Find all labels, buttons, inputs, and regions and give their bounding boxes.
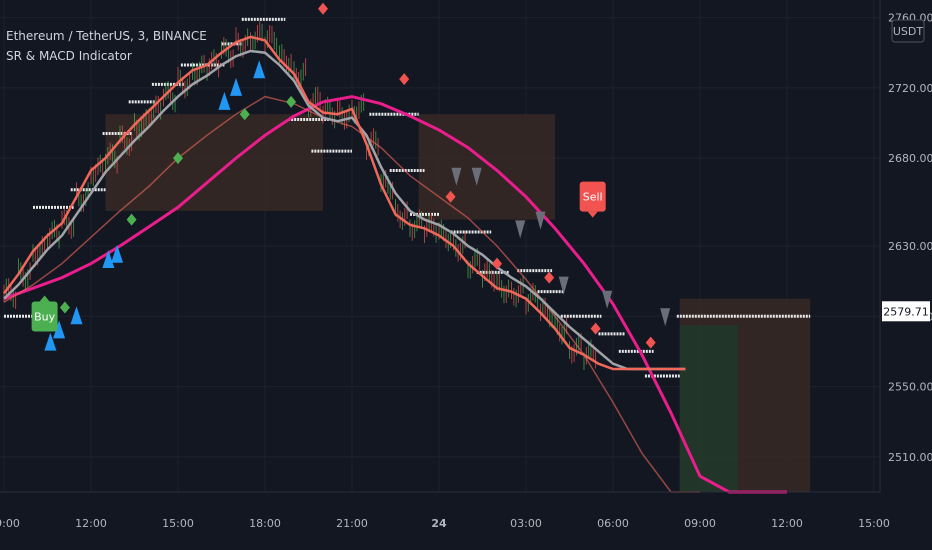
time-tick-label: 24	[431, 517, 447, 530]
currency-label: USDT	[893, 25, 924, 38]
sr-zones	[105, 114, 811, 492]
currency-badge	[891, 19, 925, 43]
triangle-down-icon	[535, 211, 546, 230]
chart-legend: Ethereum / TetherUS, 3, BINANCE SR & MAC…	[6, 26, 207, 66]
diamond-icon	[445, 190, 456, 203]
diamond-icon	[399, 73, 410, 86]
indicator-lines	[3, 35, 787, 494]
time-tick-label: 15:00	[162, 517, 194, 530]
triangle-down-icon	[660, 308, 671, 327]
triangle-up-icon	[253, 60, 266, 79]
price-axis[interactable]: 2510.002550.002590.002630.002680.002720.…	[879, 0, 932, 550]
sell-signal-box	[579, 181, 606, 212]
price-tick-label: 2630.00	[888, 240, 932, 253]
triangle-down-icon	[451, 167, 462, 186]
sr-zone	[679, 325, 738, 492]
diamond-icon	[126, 213, 137, 226]
diamond-icon	[239, 108, 250, 121]
signal-markers: Buy Sell	[31, 2, 671, 351]
price-tick-label: 2550.00	[888, 381, 932, 394]
time-tick-label: 09:00	[684, 517, 716, 530]
sell-signal-label: Sell	[583, 191, 603, 204]
price-axis-background	[880, 0, 932, 550]
time-tick-label: 21:00	[336, 517, 368, 530]
sell-signal-pointer	[587, 211, 598, 218]
time-tick-label: 06:00	[597, 517, 629, 530]
buy-signal-label: Buy	[34, 310, 56, 323]
time-axis[interactable]: 09:00 12:00 15:00 18:00 21:00 24 03:00 06:00 09:…	[0, 491, 890, 530]
diamond-icon	[544, 271, 555, 284]
triangle-down-icon	[515, 220, 526, 239]
triangle-up-icon	[218, 91, 231, 110]
buy-signal-box	[31, 301, 58, 332]
diamond-icon	[59, 301, 70, 314]
long-ma-line	[3, 95, 787, 494]
time-tick-label: 03:00	[510, 517, 542, 530]
triangle-up-icon	[111, 244, 124, 263]
last-price-tag	[882, 301, 930, 322]
price-tick-label: 2510.00	[888, 451, 932, 464]
triangle-up-icon	[44, 332, 57, 351]
price-tick-label: 2680.00	[888, 152, 932, 165]
indicator-title[interactable]: SR & MACD Indicator	[6, 49, 132, 63]
time-tick-label: 15:00	[858, 517, 890, 530]
diamond-icon	[318, 2, 328, 15]
last-price-label: 2579.71	[883, 305, 929, 318]
price-tick-label: 2720.00	[888, 82, 932, 95]
time-tick-label: 12:00	[771, 517, 803, 530]
diamond-icon	[492, 257, 502, 270]
time-tick-label: 12:00	[75, 517, 107, 530]
diamond-icon	[590, 322, 601, 335]
diamond-icon	[286, 95, 297, 108]
time-tick-label: 18:00	[249, 517, 281, 530]
triangle-up-icon	[70, 306, 83, 325]
time-tick-label: 09:00	[0, 517, 20, 530]
triangle-down-icon	[602, 290, 613, 309]
diamond-icon	[645, 336, 656, 349]
grid	[0, 0, 880, 492]
triangle-up-icon	[53, 320, 66, 339]
fast-line	[3, 35, 686, 371]
buy-signal-pointer	[39, 295, 50, 302]
triangle-down-icon	[558, 276, 569, 295]
triangle-up-icon	[102, 250, 115, 269]
symbol-title[interactable]: Ethereum / TetherUS, 3, BINANCE	[6, 29, 207, 43]
triangle-down-icon	[471, 167, 482, 186]
slow-line	[3, 49, 686, 371]
diamond-icon	[173, 152, 183, 165]
triangle-up-icon	[230, 77, 242, 96]
